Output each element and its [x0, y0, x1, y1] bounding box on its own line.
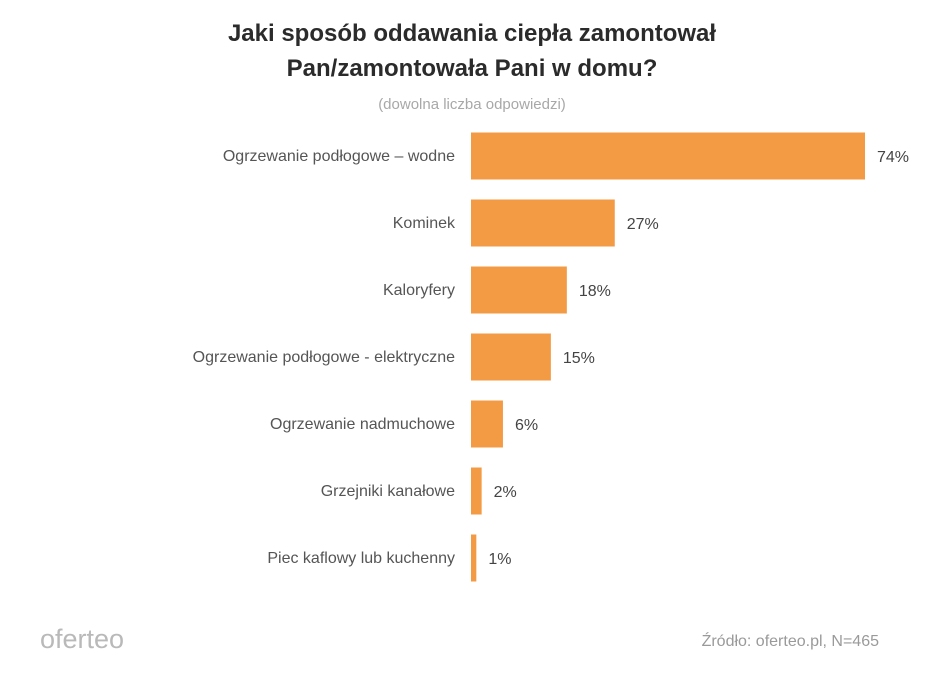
- bar: [471, 266, 567, 314]
- category-label: Kaloryfery: [383, 282, 455, 299]
- value-label: 15%: [563, 350, 595, 367]
- category-label: Kominek: [393, 215, 456, 232]
- category-label: Piec kaflowy lub kuchenny: [267, 550, 455, 567]
- bars-group: Ogrzewanie podłogowe – wodne 74% Kominek 27…: [193, 132, 909, 582]
- value-label: 74%: [877, 149, 909, 166]
- category-label: Ogrzewanie podłogowe - elektryczne: [193, 349, 455, 366]
- bar: [471, 400, 503, 448]
- bar: [471, 534, 477, 582]
- bar: [471, 333, 551, 381]
- bar: [471, 467, 482, 515]
- value-label: 18%: [579, 283, 611, 300]
- chart-title-line-1: Jaki sposób oddawania ciepła zamontował: [228, 20, 716, 47]
- value-label: 2%: [494, 484, 517, 501]
- chart-subtitle: (dowolna liczba odpowiedzi): [378, 96, 566, 113]
- bar: [471, 199, 615, 247]
- value-label: 6%: [515, 417, 538, 434]
- category-label: Ogrzewanie podłogowe – wodne: [223, 148, 455, 165]
- category-label: Grzejniki kanałowe: [321, 483, 455, 500]
- chart-title-line-2: Pan/zamontowała Pani w domu?: [287, 55, 658, 82]
- category-label: Ogrzewanie nadmuchowe: [270, 416, 455, 433]
- bar: [471, 132, 865, 180]
- oferteo-logo: oferteo: [40, 624, 124, 654]
- value-label: 27%: [627, 216, 659, 233]
- value-label: 1%: [488, 551, 511, 568]
- source-note: Źródło: oferteo.pl, N=465: [702, 631, 880, 650]
